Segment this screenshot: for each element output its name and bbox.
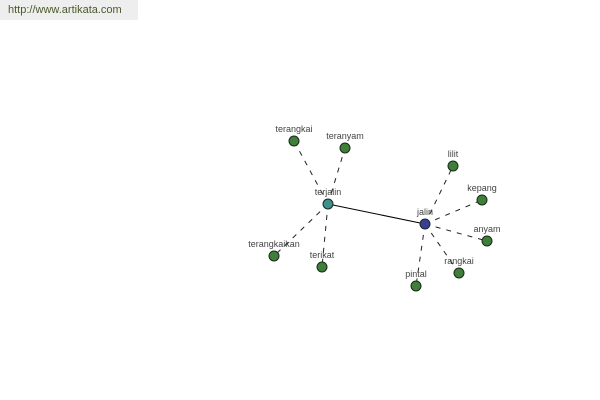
node-label-anyam: anyam	[473, 224, 500, 234]
node-label-jalin: jalin	[416, 207, 433, 217]
edge-terjalin-teranyam	[327, 147, 346, 205]
node-label-rangkai: rangkai	[444, 256, 474, 266]
node-lilit[interactable]	[447, 160, 459, 172]
edge-jalin-kepang	[424, 199, 483, 225]
node-rangkai[interactable]	[453, 267, 465, 279]
node-pintal[interactable]	[410, 280, 422, 292]
node-kepang[interactable]	[476, 194, 488, 206]
edge-terjalin-terangkaikan	[273, 203, 329, 257]
watermark-banner: http://www.artikata.com	[0, 0, 138, 20]
node-jalin[interactable]	[419, 218, 431, 230]
node-label-kepang: kepang	[467, 183, 497, 193]
node-label-teranyam: teranyam	[326, 131, 364, 141]
node-terikat[interactable]	[316, 261, 328, 273]
node-label-pintal: pintal	[405, 269, 427, 279]
node-label-terikat: terikat	[310, 250, 335, 260]
node-label-lilit: lilit	[448, 149, 459, 159]
node-label-terangkai: terangkai	[275, 124, 312, 134]
node-label-terjalin: terjalin	[315, 187, 342, 197]
node-teranyam[interactable]	[339, 142, 351, 154]
node-label-terangkaikan: terangkaikan	[248, 239, 300, 249]
node-terjalin[interactable]	[322, 198, 334, 210]
node-anyam[interactable]	[481, 235, 493, 247]
node-terangkaikan[interactable]	[268, 250, 280, 262]
watermark-url[interactable]: http://www.artikata.com	[8, 4, 122, 16]
edge-terjalin-terangkai	[293, 140, 329, 205]
edge-terjalin-jalin	[327, 203, 426, 225]
node-terangkai[interactable]	[288, 135, 300, 147]
